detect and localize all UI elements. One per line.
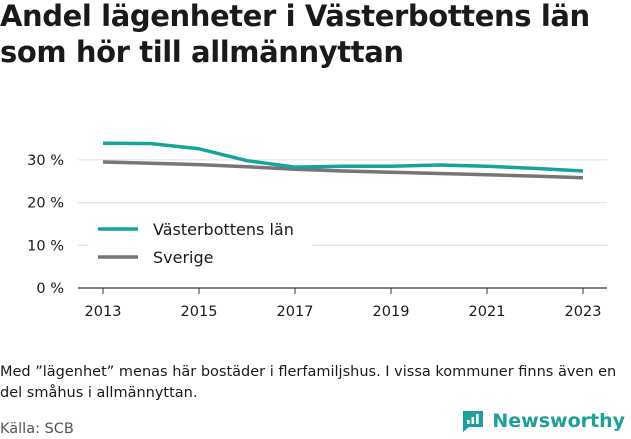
y-tick-label: 20 %	[27, 196, 64, 212]
x-tick-label: 2019	[373, 304, 410, 320]
x-tick-label: 2017	[277, 304, 314, 320]
x-tick-label: 2023	[565, 304, 602, 320]
y-tick-label: 10 %	[27, 238, 64, 254]
brand-name: Newsworthy	[492, 410, 625, 432]
series-line-sverige	[102, 160, 584, 180]
chart-svg: 0 % 10 % 20 % 30 % 2013 2015 2017 2019 2021 2023 V…	[27, 141, 607, 320]
source-label: Källa: SCB	[0, 421, 74, 437]
x-tick-label: 2021	[469, 304, 506, 320]
newsworthy-logo-icon	[463, 411, 484, 432]
legend-label: Västerbottens län	[153, 220, 294, 239]
x-tick-label: 2015	[181, 304, 218, 320]
y-tick-label: 30 %	[27, 153, 64, 169]
legend-background	[88, 216, 313, 272]
y-tick-label: 0 %	[36, 281, 64, 297]
series-line-vasterbottens-lan	[102, 141, 584, 173]
chart-title: Andel lägenheter i Västerbottens län som…	[0, 0, 590, 69]
x-tick-label: 2013	[85, 304, 122, 320]
legend-label: Sverige	[153, 248, 214, 267]
footnote: Med ”lägenhet” menas här bostäder i fler…	[0, 364, 617, 401]
brand-logo: Newsworthy	[460, 408, 625, 434]
line-chart: 0 % 10 % 20 % 30 % 2013 2015 2017 2019 2021 2023 V…	[0, 120, 631, 330]
